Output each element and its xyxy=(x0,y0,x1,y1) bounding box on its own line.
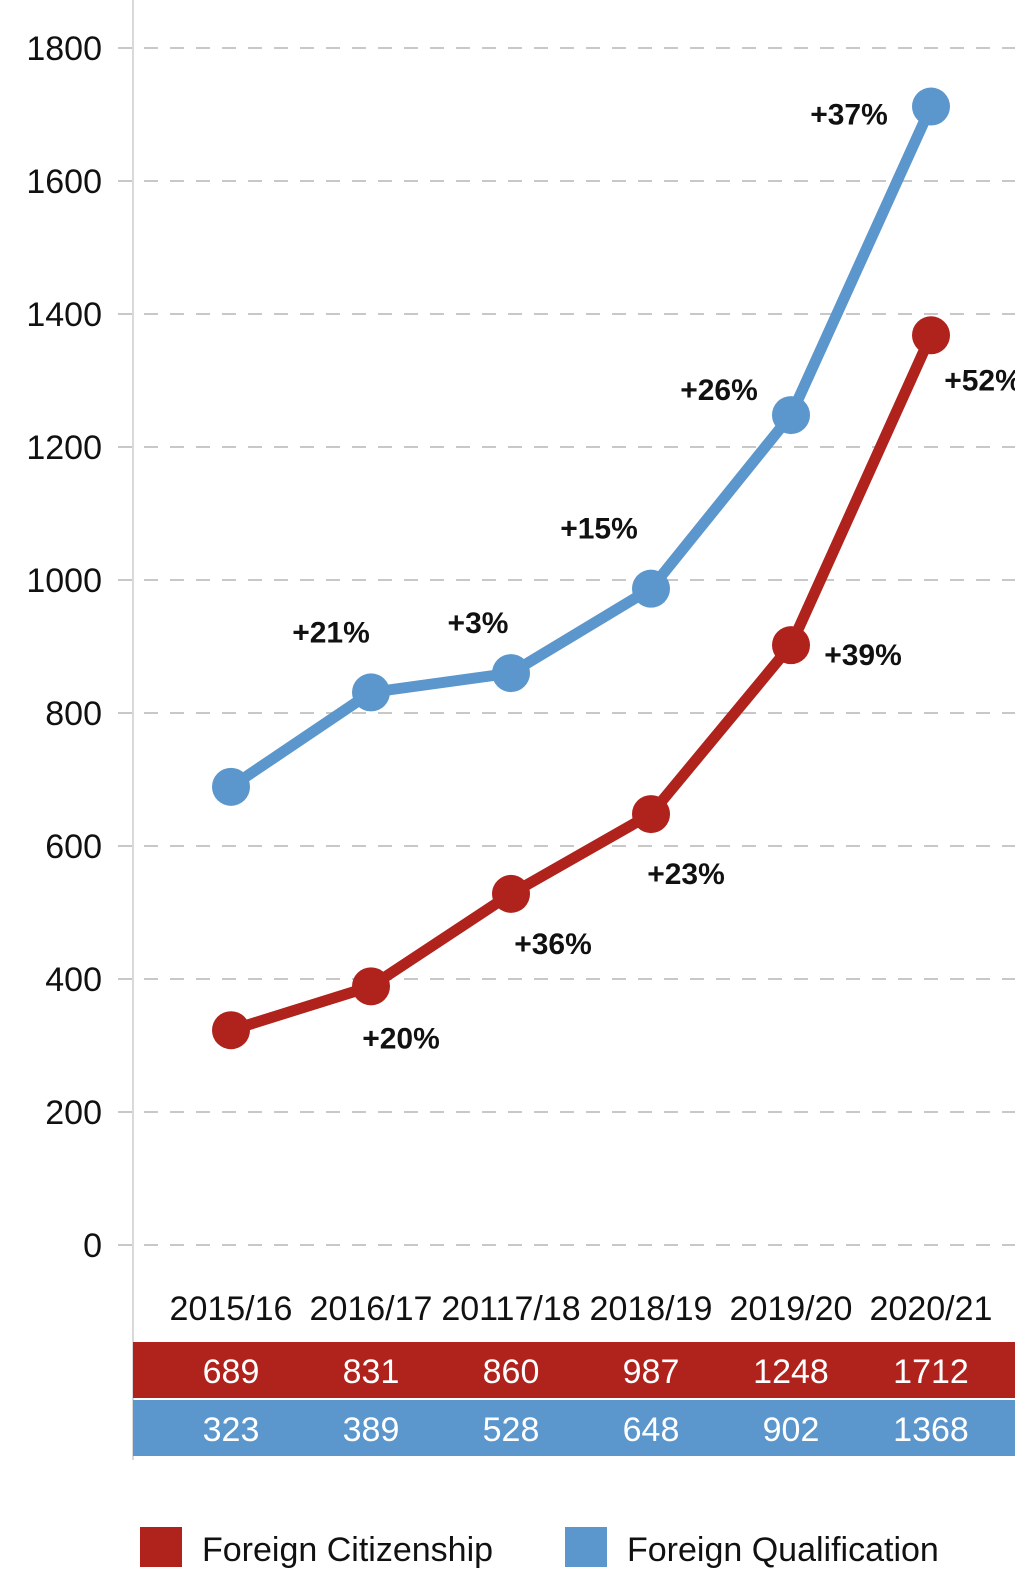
percent-change-label: +37% xyxy=(810,99,888,132)
table-cell: 389 xyxy=(343,1411,400,1449)
legend-swatch xyxy=(565,1527,607,1567)
data-point xyxy=(492,874,530,913)
y-tick-label: 1200 xyxy=(26,429,102,467)
legend-label: Foreign Citizenship xyxy=(202,1531,493,1569)
percent-change-label: +15% xyxy=(560,513,638,546)
x-category-label: 2019/20 xyxy=(730,1290,853,1328)
percent-change-label: +52% xyxy=(944,364,1015,397)
x-category-label: 2015/16 xyxy=(170,1290,293,1328)
data-point xyxy=(352,673,390,712)
data-point xyxy=(772,626,810,665)
x-category-label: 2016/17 xyxy=(310,1290,433,1328)
table-cell: 1368 xyxy=(893,1411,969,1449)
y-tick-label: 1000 xyxy=(26,562,102,600)
y-tick-label: 800 xyxy=(45,695,102,733)
percent-change-label: +26% xyxy=(680,374,758,407)
table-row xyxy=(133,1342,1015,1398)
data-point xyxy=(632,795,670,834)
data-point xyxy=(912,316,950,355)
percent-change-label: +20% xyxy=(362,1022,440,1055)
y-tick-label: 600 xyxy=(45,828,102,866)
x-category-label: 2020/21 xyxy=(870,1290,993,1328)
legend-swatch xyxy=(140,1527,182,1567)
percent-change-label: +39% xyxy=(824,639,902,672)
percent-change-label: +21% xyxy=(292,616,370,649)
y-tick-label: 0 xyxy=(83,1227,102,1265)
table-cell: 902 xyxy=(763,1411,820,1449)
data-point xyxy=(212,1011,250,1050)
y-tick-label: 1600 xyxy=(26,163,102,201)
data-point xyxy=(212,767,250,806)
percent-change-label: +23% xyxy=(647,858,725,891)
table-cell: 987 xyxy=(623,1353,680,1391)
x-category-label: 2018/19 xyxy=(590,1290,713,1328)
y-tick-label: 200 xyxy=(45,1094,102,1132)
y-tick-label: 1800 xyxy=(26,30,102,68)
percent-change-label: +36% xyxy=(514,928,592,961)
table-cell: 1248 xyxy=(753,1353,829,1391)
data-point xyxy=(352,967,390,1006)
data-point xyxy=(632,569,670,608)
legend-label: Foreign Qualification xyxy=(627,1531,939,1569)
series-line xyxy=(225,101,937,793)
percent-change-label: +3% xyxy=(448,607,509,640)
series-line xyxy=(225,329,937,1036)
table-cell: 689 xyxy=(203,1353,260,1391)
table-row xyxy=(133,1400,1015,1456)
y-tick-label: 400 xyxy=(45,961,102,999)
x-category-label: 20117/18 xyxy=(441,1290,580,1328)
data-point xyxy=(912,87,950,126)
y-tick-label: 1400 xyxy=(26,296,102,334)
table-cell: 860 xyxy=(483,1353,540,1391)
table-cell: 528 xyxy=(483,1411,540,1449)
table-cell: 831 xyxy=(343,1353,400,1391)
table-cell: 323 xyxy=(203,1411,260,1449)
table-cell: 648 xyxy=(623,1411,680,1449)
table-cell: 1712 xyxy=(893,1353,969,1391)
data-point xyxy=(492,654,530,693)
data-point xyxy=(772,396,810,435)
